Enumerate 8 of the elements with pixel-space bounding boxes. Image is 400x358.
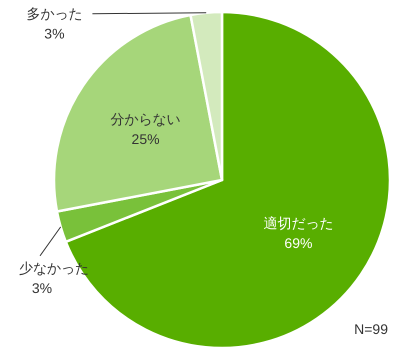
slice-label: 多かった (26, 6, 82, 22)
data-label: 25% (132, 131, 160, 148)
data-label: 3% (44, 26, 65, 42)
slice-label: 分からない (110, 111, 181, 128)
data-label: 3% (32, 280, 52, 296)
text: N=99 (354, 321, 388, 337)
data-label: 69% (284, 234, 312, 251)
slice-label: 適切だった (263, 214, 334, 231)
